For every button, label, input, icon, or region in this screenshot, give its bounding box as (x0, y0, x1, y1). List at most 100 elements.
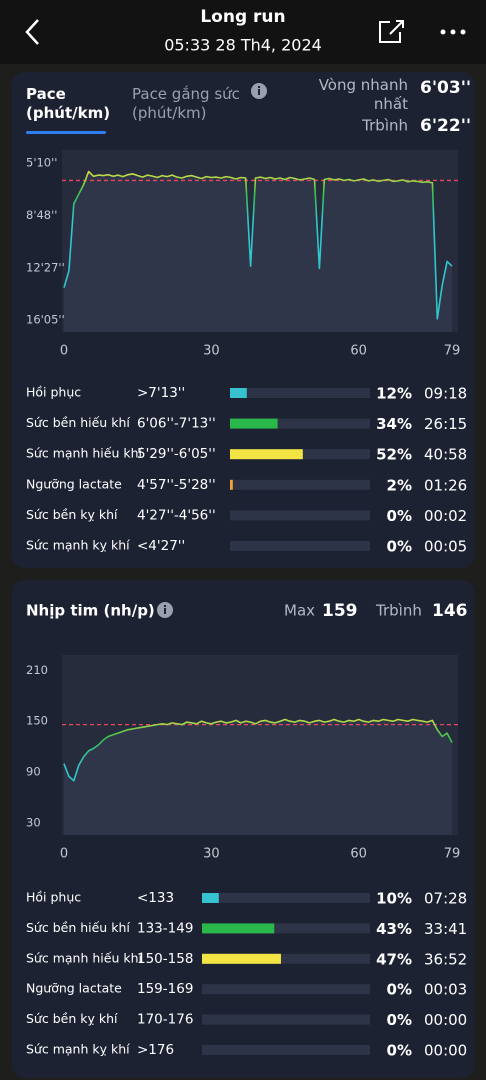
info-icon[interactable] (251, 83, 267, 99)
zone-track (230, 541, 370, 551)
zone-range: 170-176 (137, 1012, 193, 1028)
top-bar (0, 0, 486, 64)
y-tick-label: 210 (26, 663, 48, 677)
zone-percent: 2% (387, 476, 412, 494)
y-tick-label: 90 (26, 765, 41, 779)
zone-percent: 52% (376, 446, 412, 464)
zone-percent: 0% (387, 981, 412, 999)
zone-track (230, 479, 370, 490)
y-tick-label: 30 (26, 816, 41, 830)
zone-time: 00:03 (424, 981, 467, 999)
zone-name: Sức bền hiếu khí (26, 920, 130, 935)
zone-range: 159-169 (137, 981, 193, 997)
y-tick-label: 16'05'' (26, 313, 65, 327)
zone-bar (202, 893, 219, 903)
zone-bar (230, 388, 247, 398)
zone-name: Sức mạnh hiếu khí (26, 950, 143, 965)
zone-percent: 12% (376, 385, 412, 403)
info-icon[interactable] (157, 602, 173, 618)
zone-track (230, 388, 370, 398)
zone-name: Sức bền kỵ khí (26, 507, 118, 522)
zone-bar (230, 449, 303, 460)
zone-time: 01:26 (424, 476, 467, 494)
average-value: 146 (432, 601, 468, 621)
zone-percent: 0% (387, 1042, 412, 1060)
zone-percent: 43% (376, 920, 412, 938)
average-label: Trbình (375, 602, 422, 620)
zone-time: 40:58 (424, 446, 467, 464)
zone-name: Sức mạnh kỵ khí (26, 538, 130, 553)
hr-title: Nhịp tim (nh/p) (26, 602, 155, 620)
zone-percent: 47% (376, 950, 412, 968)
zone-name: Ngưỡng lactate (26, 981, 122, 996)
zone-time: 26:15 (424, 415, 467, 433)
zone-range: <133 (137, 890, 174, 906)
zone-name: Sức mạnh hiếu khí (26, 446, 143, 461)
zone-track (202, 1014, 370, 1025)
zone-time: 09:18 (424, 385, 467, 403)
zone-track (202, 893, 370, 903)
header-title: Long run (200, 7, 285, 27)
zone-percent: 34% (376, 415, 412, 433)
y-tick-label: 12'27'' (26, 260, 65, 274)
x-tick-label: 0 (60, 344, 68, 359)
zone-range: 133-149 (137, 920, 193, 936)
zone-time: 00:00 (424, 1042, 467, 1060)
y-tick-label: 5'10'' (26, 156, 57, 170)
zone-track (230, 418, 370, 429)
average-label: Trbình (361, 117, 408, 135)
zone-time: 07:28 (424, 890, 467, 908)
zone-name: Hồi phục (26, 890, 81, 905)
zone-range: 150-158 (137, 951, 193, 967)
zone-name: Sức bền kỵ khí (26, 1011, 118, 1026)
back-button[interactable] (25, 19, 39, 45)
zone-range: 6'06''-7'13'' (137, 416, 216, 432)
zone-time: 36:52 (424, 950, 467, 968)
zone-track (202, 953, 370, 964)
y-tick-label: 150 (26, 714, 48, 728)
x-tick-label: 79 (444, 847, 461, 862)
share-button[interactable] (379, 20, 404, 43)
zone-range: 4'27''-4'56'' (137, 507, 216, 523)
area (64, 171, 452, 332)
max-label: Max (284, 602, 315, 620)
x-tick-label: 79 (444, 344, 461, 359)
zone-time: 00:00 (424, 1011, 467, 1029)
zone-track (230, 510, 370, 521)
more-button[interactable] (440, 29, 466, 35)
fastest-label: Vòng nhanh nhất (318, 76, 408, 113)
zone-percent: 0% (387, 1011, 412, 1029)
zone-track (202, 923, 370, 934)
zone-time: 00:05 (424, 538, 467, 556)
line (63, 718, 453, 782)
x-tick-label: 0 (60, 847, 68, 862)
zone-bar (202, 923, 275, 934)
tab-underline (26, 131, 106, 134)
average-value: 6'22'' (420, 116, 471, 136)
tab-pace[interactable]: Pace (phút/km) (26, 85, 111, 122)
line (63, 170, 453, 320)
zone-range: >7'13'' (137, 385, 185, 401)
zone-range: 5'29''-6'05'' (137, 446, 216, 462)
x-tick-label: 60 (350, 847, 367, 862)
zone-time: 00:02 (424, 507, 467, 525)
zone-range: 4'57''-5'28'' (137, 477, 216, 493)
fastest-value: 6'03'' (420, 78, 471, 98)
zone-bar (230, 479, 233, 490)
zone-bar (230, 418, 278, 429)
zone-percent: 0% (387, 507, 412, 525)
y-tick-label: 8'48'' (26, 208, 57, 222)
zone-track (202, 1045, 370, 1055)
x-tick-label: 60 (350, 344, 367, 359)
x-tick-label: 30 (203, 344, 220, 359)
tab-effort-pace[interactable]: Pace gắng sức (phút/km) (132, 85, 240, 122)
zone-range: <4'27'' (137, 538, 185, 554)
zone-percent: 10% (376, 890, 412, 908)
zone-bar (202, 953, 281, 964)
max-value: 159 (322, 601, 358, 621)
zone-name: Hồi phục (26, 385, 81, 400)
zone-range: >176 (137, 1042, 174, 1058)
zone-name: Sức mạnh kỵ khí (26, 1042, 130, 1057)
